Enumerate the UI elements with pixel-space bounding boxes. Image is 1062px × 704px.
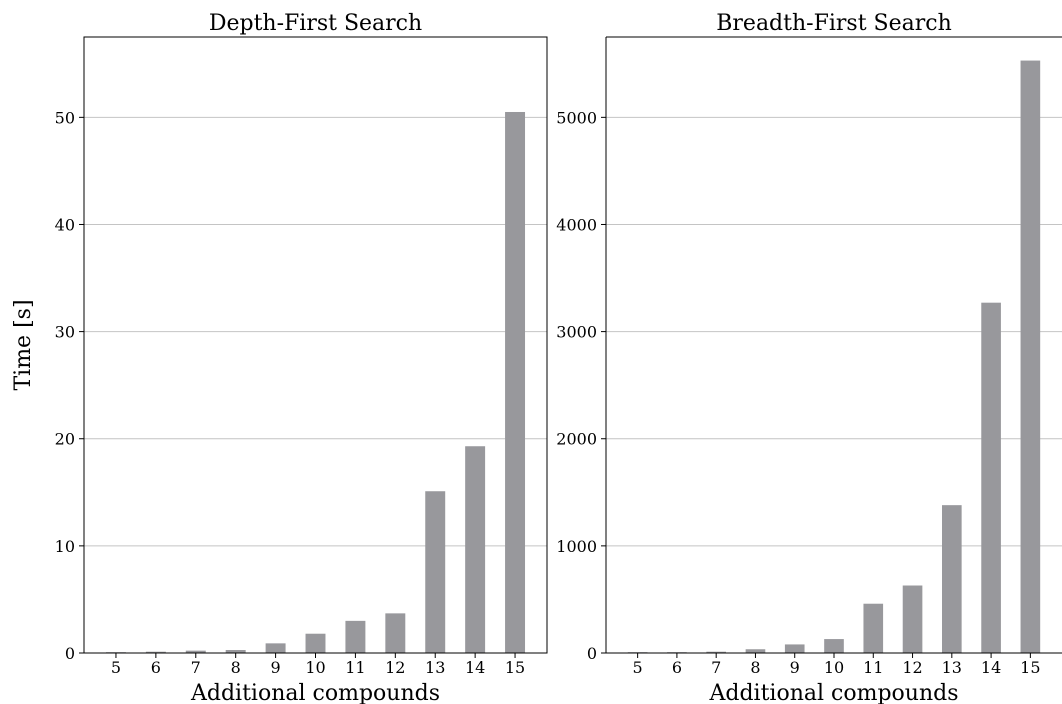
x-tick-label: 14 <box>981 658 1001 677</box>
y-tick-label: 2000 <box>556 430 597 449</box>
y-tick-label: 50 <box>55 108 75 127</box>
x-tick-label: 11 <box>345 658 365 677</box>
bar-9 <box>265 643 286 653</box>
chart-panel-1: 0 10 20 30 40 50 5 6 7 8 9 10 11 12 13 14 15 Depth-First … <box>55 11 548 704</box>
bar-6 <box>145 651 166 653</box>
bar-14 <box>981 302 1001 653</box>
chart-title: Depth-First Search <box>209 11 422 36</box>
x-tick-label: 15 <box>505 658 525 677</box>
x-axis-label: Additional compounds <box>709 681 959 704</box>
x-tick-label: 12 <box>385 658 405 677</box>
bar-9 <box>784 644 805 653</box>
x-tick-label: 6 <box>151 658 161 677</box>
x-axis-label: Additional compounds <box>190 681 440 704</box>
y-tick-label: 0 <box>65 644 75 663</box>
x-tick-label: 5 <box>633 658 643 677</box>
x-tick-label: 10 <box>824 658 844 677</box>
bar-8 <box>745 649 766 653</box>
x-tick-label: 13 <box>425 658 445 677</box>
bar-14 <box>465 446 486 653</box>
y-tick-label: 20 <box>55 430 75 449</box>
x-tick-label: 8 <box>231 658 241 677</box>
x-tick-label: 5 <box>111 658 121 677</box>
bar-7 <box>185 650 206 653</box>
x-tick-label: 7 <box>711 658 721 677</box>
x-tick-label: 6 <box>672 658 682 677</box>
y-tick-label: 3000 <box>556 323 597 342</box>
bar-13 <box>425 491 446 653</box>
bar-11 <box>345 620 366 653</box>
bar-10 <box>305 633 326 653</box>
bar-15 <box>1020 60 1041 653</box>
y-tick-label: 10 <box>55 537 75 556</box>
bar-13 <box>942 505 962 653</box>
x-tick-label: 10 <box>305 658 325 677</box>
y-tick-label: 1000 <box>556 537 597 556</box>
bar-12 <box>385 613 406 653</box>
x-tick-label: 12 <box>902 658 922 677</box>
x-tick-label: 11 <box>863 658 883 677</box>
x-tick-label: 7 <box>191 658 201 677</box>
x-tick-label: 8 <box>750 658 760 677</box>
x-tick-label: 15 <box>1020 658 1040 677</box>
x-tick-label: 14 <box>465 658 485 677</box>
bar-10 <box>824 639 844 653</box>
shared-y-axis-label: Time [s] <box>11 299 36 390</box>
bar-15 <box>505 111 526 653</box>
y-tick-label: 4000 <box>556 215 597 234</box>
bar-8 <box>225 650 246 653</box>
y-tick-label: 40 <box>55 215 75 234</box>
bar-7 <box>706 651 726 653</box>
chart-title: Breadth-First Search <box>716 11 952 36</box>
bar-12 <box>902 585 923 653</box>
y-tick-label: 0 <box>587 644 597 663</box>
y-tick-label: 5000 <box>556 108 597 127</box>
x-tick-label: 9 <box>790 658 800 677</box>
chart-panel-2: 0 1000 2000 3000 4000 5000 5 6 7 8 9 10 11 12 13 14 15 Br… <box>556 11 1062 704</box>
x-tick-label: 9 <box>270 658 280 677</box>
x-tick-label: 13 <box>942 658 962 677</box>
y-tick-label: 30 <box>55 323 75 342</box>
bar-11 <box>863 603 884 653</box>
